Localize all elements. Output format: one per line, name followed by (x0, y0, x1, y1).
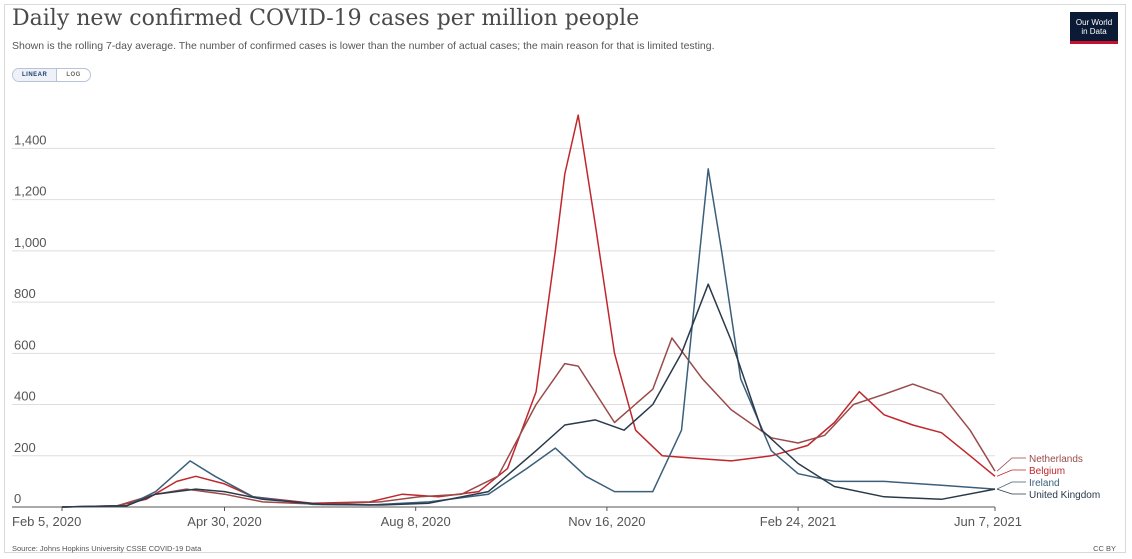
grid-layer (12, 147, 996, 511)
legend-connector (996, 481, 1026, 490)
legend-label-ireland[interactable]: Ireland (1029, 478, 1060, 489)
logo-line-1: Our World (1075, 18, 1113, 27)
x-tick-label: Aug 8, 2020 (381, 514, 451, 529)
legend-label-united-kingdom[interactable]: United Kingdom (1029, 490, 1100, 501)
x-tick-label: Jun 7, 2021 (954, 514, 1022, 529)
legend-label-belgium[interactable]: Belgium (1029, 466, 1065, 477)
series-line-united-kingdom[interactable] (61, 283, 996, 508)
series-line-netherlands[interactable] (61, 337, 996, 508)
log-scale-button[interactable]: LOG (66, 72, 81, 78)
y-tick-label: 400 (14, 389, 36, 404)
y-tick-label: 1,200 (14, 184, 47, 199)
chart-title: Daily new confirmed COVID-19 cases per m… (12, 6, 640, 31)
label-layer: 0 200 400 600 800 1,000 1,200 1,400 Feb 5, 2020 A… (12, 132, 1100, 529)
legend-label-netherlands[interactable]: Netherlands (1029, 454, 1083, 465)
y-tick-label: 1,400 (14, 132, 47, 147)
y-tick-label: 0 (14, 491, 21, 506)
license-link[interactable]: CC BY (1093, 544, 1116, 553)
chart-frame (4, 4, 1126, 553)
scale-toggle: LINEAR LOG (12, 68, 91, 82)
series-line-belgium[interactable] (61, 114, 996, 508)
linear-scale-button[interactable]: LINEAR (13, 69, 58, 81)
legend-connector (996, 469, 1026, 477)
logo-line-2: in Data (1081, 27, 1107, 36)
y-tick-label: 800 (14, 286, 36, 301)
legend-connector (996, 457, 1026, 472)
y-tick-label: 200 (14, 440, 36, 455)
x-tick-label: Feb 24, 2021 (760, 514, 837, 529)
x-tick-label: Feb 5, 2020 (12, 514, 81, 529)
series-line-ireland[interactable] (61, 168, 996, 508)
legend-connector (996, 488, 1026, 495)
y-tick-label: 600 (14, 337, 36, 352)
x-tick-label: Apr 30, 2020 (187, 514, 261, 529)
x-tick-label: Nov 16, 2020 (568, 514, 645, 529)
series-layer (61, 114, 996, 508)
source-note: Source: Johns Hopkins University CSSE CO… (12, 544, 202, 553)
y-tick-label: 1,000 (14, 235, 47, 250)
chart-subtitle: Shown is the rolling 7-day average. The … (12, 40, 715, 52)
owid-logo[interactable]: Our World in Data (1070, 12, 1118, 44)
